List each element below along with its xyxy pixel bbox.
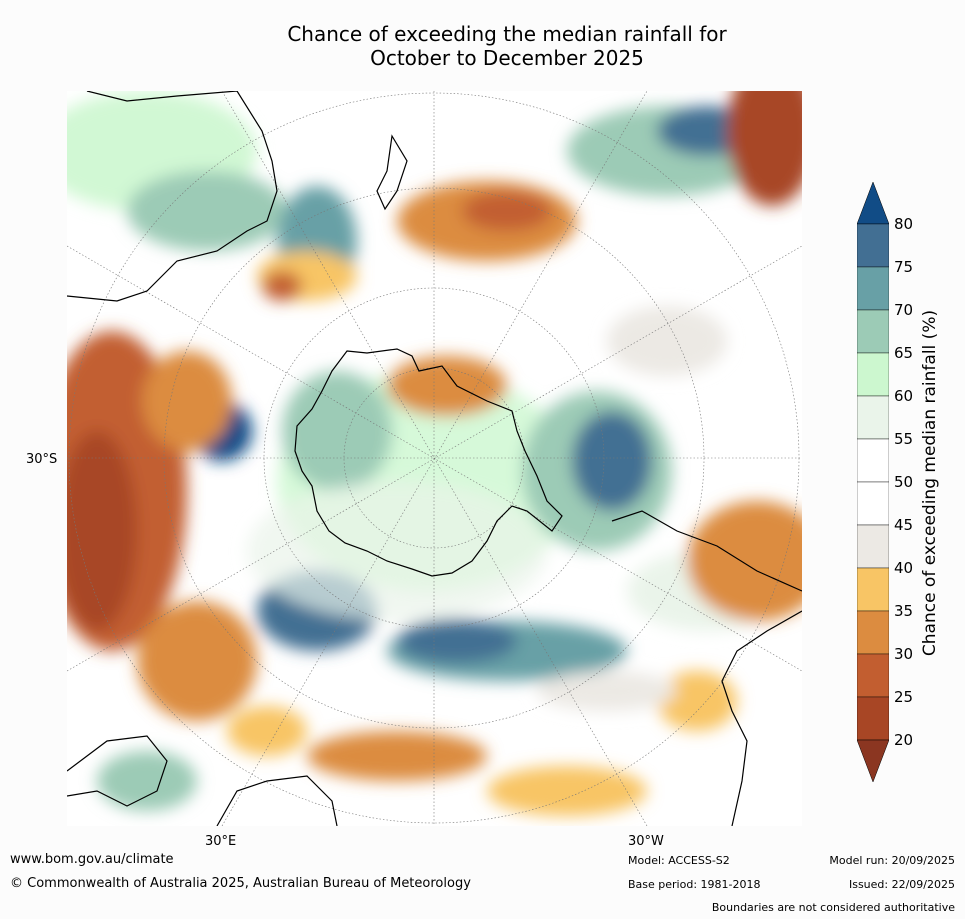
coastlines xyxy=(67,91,802,826)
new-zealand-coast xyxy=(376,134,408,211)
colorbar-under-arrow xyxy=(857,739,889,782)
colorbar-tick-label: 75 xyxy=(894,258,914,276)
title-line-1: Chance of exceeding the median rainfall … xyxy=(287,22,727,46)
colorbar-tick-label: 30 xyxy=(894,645,914,663)
latitude-label: 30°S xyxy=(26,452,58,467)
colorbar-bin xyxy=(857,266,889,311)
colorbar-bin xyxy=(857,567,889,612)
colorbar-bin xyxy=(857,481,889,526)
footer-issued: Issued: 22/09/2025 xyxy=(848,878,955,891)
australia-coast xyxy=(67,91,278,302)
colorbar-tick-label: 50 xyxy=(894,473,914,491)
colorbar-tick-label: 65 xyxy=(894,344,914,362)
antarctica-coast xyxy=(294,348,563,577)
colorbar-bins xyxy=(857,223,889,741)
colorbar-tick-label: 45 xyxy=(894,516,914,534)
map-title: Chance of exceeding the median rainfall … xyxy=(0,22,965,70)
colorbar-tick-label: 40 xyxy=(894,559,914,577)
colorbar-bin xyxy=(857,438,889,483)
africa-coast xyxy=(67,735,168,807)
graticule xyxy=(67,91,802,826)
colorbar-tick-label: 80 xyxy=(894,215,914,233)
colorbar-tick-label: 55 xyxy=(894,430,914,448)
footer-model: Model: ACCESS-S2 xyxy=(628,854,730,867)
colorbar-label: Chance of exceeding median rainfall (%) xyxy=(920,309,940,657)
colorbar-bin xyxy=(857,653,889,698)
colorbar-bin xyxy=(857,352,889,397)
longitude-label-east: 30°E xyxy=(205,834,237,849)
colorbar-bin xyxy=(857,696,889,741)
colorbar xyxy=(857,182,889,782)
colorbar-tick-label: 70 xyxy=(894,301,914,319)
madagascar-coast xyxy=(216,775,338,826)
colorbar-over-arrow xyxy=(857,182,889,225)
footer-copyright: © Commonwealth of Australia 2025, Austra… xyxy=(10,876,471,891)
colorbar-tick-label: 35 xyxy=(894,602,914,620)
colorbar-bin xyxy=(857,223,889,268)
colorbar-tick-label: 25 xyxy=(894,688,914,706)
colorbar-tick-label: 60 xyxy=(894,387,914,405)
colorbar-bin xyxy=(857,309,889,354)
south-america-east-coast xyxy=(721,610,802,826)
footer-disclaimer: Boundaries are not considered authoritat… xyxy=(711,901,955,914)
colorbar-bin xyxy=(857,610,889,655)
map-canvas xyxy=(67,91,802,826)
rainfall-probability-map xyxy=(67,91,802,826)
footer-base-period: Base period: 1981-2018 xyxy=(628,878,761,891)
colorbar-tick-label: 20 xyxy=(894,731,914,749)
title-line-2: October to December 2025 xyxy=(370,46,644,70)
footer-model-run: Model run: 20/09/2025 xyxy=(829,854,955,867)
colorbar-bin xyxy=(857,524,889,569)
footer-website: www.bom.gov.au/climate xyxy=(10,852,174,867)
south-america-coast xyxy=(611,510,802,592)
longitude-label-west: 30°W xyxy=(628,834,664,849)
colorbar-bin xyxy=(857,395,889,440)
